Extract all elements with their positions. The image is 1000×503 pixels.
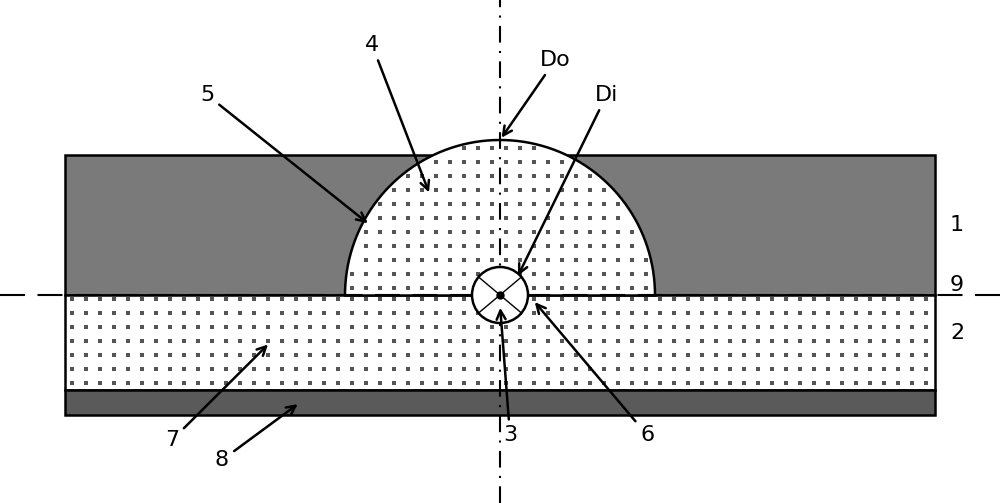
Text: 3: 3 — [497, 310, 517, 445]
Text: 2: 2 — [950, 323, 964, 343]
Bar — [65, 295, 935, 390]
Text: Do: Do — [503, 50, 571, 135]
Circle shape — [472, 267, 528, 323]
Bar — [65, 390, 935, 415]
Text: 6: 6 — [537, 304, 654, 445]
Text: Di: Di — [519, 85, 618, 273]
Text: 4: 4 — [365, 35, 429, 190]
Text: 7: 7 — [165, 347, 266, 450]
Polygon shape — [345, 140, 655, 295]
Text: 1: 1 — [950, 215, 964, 235]
Text: 9: 9 — [950, 275, 964, 295]
Text: 8: 8 — [215, 406, 296, 470]
Text: 5: 5 — [200, 85, 366, 221]
Bar — [65, 155, 935, 295]
